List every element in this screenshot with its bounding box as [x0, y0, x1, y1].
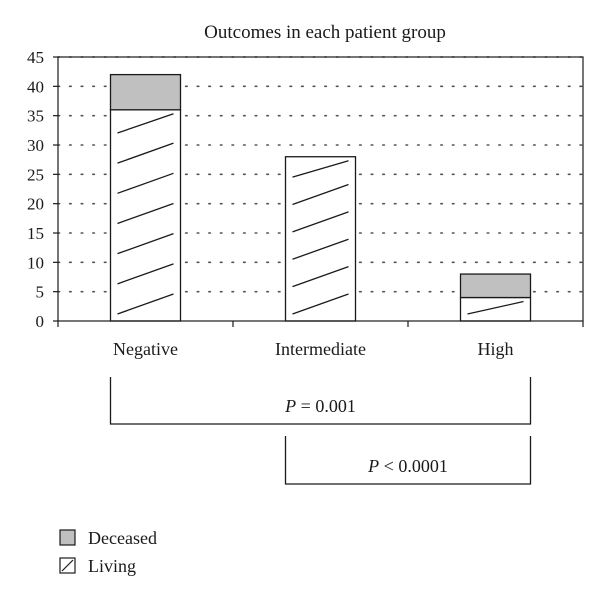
- significance-brackets: P = 0.001 P < 0.0001: [109, 377, 532, 485]
- legend-item-living: Living: [59, 556, 136, 576]
- y-tick-label: 10: [27, 253, 44, 272]
- y-tick-label: 5: [36, 283, 45, 302]
- hatch-line: [292, 293, 349, 315]
- p-value-label: P = 0.001: [284, 396, 356, 416]
- legend: Deceased Living: [59, 528, 157, 576]
- bar-segment: [459, 296, 532, 322]
- y-tick-label: 40: [27, 77, 44, 96]
- hatch-line: [292, 211, 349, 233]
- legend-item-deceased: Deceased: [59, 528, 157, 548]
- bar-segment: [284, 156, 357, 322]
- hatch-line: [117, 172, 174, 194]
- axes: 0 5 10 15 20 25 30 35 40 45 Negative Intermediate Hi…: [27, 48, 584, 359]
- hatch-line: [117, 113, 174, 134]
- hatch-line: [117, 233, 174, 255]
- legend-swatch: [59, 529, 76, 546]
- bar-living-intermediate: [284, 156, 357, 322]
- y-tick-label: 30: [27, 136, 44, 155]
- p-value-bracket: P = 0.001: [109, 377, 532, 425]
- legend-label: Deceased: [88, 528, 157, 548]
- legend-hatch-line: [61, 559, 74, 572]
- y-tick-label: 45: [27, 48, 44, 67]
- hatch-line: [292, 183, 349, 206]
- hatch-line: [292, 160, 349, 178]
- hatch-line: [117, 263, 174, 285]
- p-value-label: P < 0.0001: [367, 456, 448, 476]
- hatch-line: [467, 300, 524, 315]
- bars: [109, 73, 532, 322]
- p-value-bracket: P < 0.0001: [284, 436, 532, 485]
- y-tick-label: 35: [27, 107, 44, 126]
- hatch-line: [117, 202, 174, 225]
- bar-deceased-high: [459, 273, 532, 299]
- bar-segment: [109, 73, 182, 111]
- y-tick-label: 25: [27, 165, 44, 184]
- bracket-line: [284, 436, 532, 485]
- y-tick-label: 20: [27, 195, 44, 214]
- bar-segment: [109, 109, 182, 322]
- x-tick-label: Intermediate: [275, 339, 366, 359]
- y-tick-label: 15: [27, 224, 44, 243]
- hatch-line: [292, 266, 349, 288]
- bar-segment: [459, 273, 532, 299]
- bar-deceased-negative: [109, 73, 182, 111]
- hatch-line: [117, 142, 174, 164]
- x-tick-label: Negative: [113, 339, 178, 359]
- bar-living-high: [459, 296, 532, 322]
- x-tick-label: High: [478, 339, 514, 359]
- plot-frame: [57, 56, 584, 322]
- chart-title: Outcomes in each patient group: [204, 22, 446, 43]
- bracket-line: [109, 377, 532, 425]
- y-tick-label: 0: [36, 312, 45, 331]
- legend-label: Living: [88, 556, 136, 576]
- hatch-line: [292, 238, 349, 260]
- bar-living-negative: [109, 109, 182, 322]
- hatch-line: [117, 293, 174, 315]
